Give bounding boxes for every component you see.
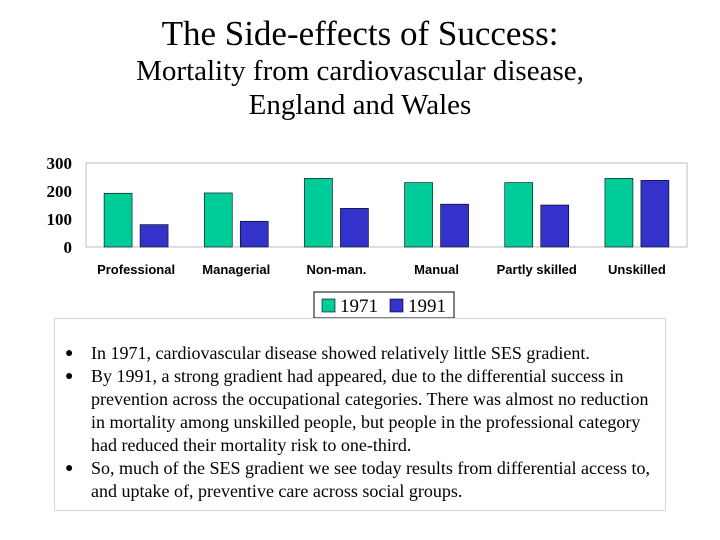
slide-subtitle-line1: Mortality from cardiovascular disease, bbox=[136, 55, 584, 87]
bar-1991 bbox=[239, 220, 269, 248]
bar-1971 bbox=[203, 192, 233, 248]
x-category-label: Non-man. bbox=[306, 262, 366, 277]
title-block: The Side-effects of Success: Mortality f… bbox=[0, 0, 720, 122]
bar-1991 bbox=[540, 204, 570, 248]
legend-swatch-1971 bbox=[321, 298, 336, 313]
bullet-text: By 1991, a strong gradient had appeared,… bbox=[91, 366, 649, 455]
bullet-list: ● In 1971, cardiovascular disease showed… bbox=[54, 318, 666, 511]
x-category-label: Professional bbox=[97, 262, 175, 277]
plot-area bbox=[85, 162, 688, 248]
legend-box bbox=[313, 291, 455, 319]
bullet-icon: ● bbox=[65, 369, 74, 384]
y-tick-label: 200 bbox=[47, 182, 73, 201]
bullet-text: In 1971, cardiovascular disease showed r… bbox=[91, 343, 590, 363]
bullet-text: So, much of the SES gradient we see toda… bbox=[91, 458, 651, 501]
bar-1991 bbox=[340, 208, 369, 248]
bullet-item: ● So, much of the SES gradient we see to… bbox=[65, 457, 657, 503]
bullet-item: ● By 1991, a strong gradient had appeare… bbox=[65, 365, 657, 457]
y-tick-label: 0 bbox=[64, 238, 73, 257]
x-category-label: Partly skilled bbox=[497, 262, 577, 277]
x-category-label: Manual bbox=[414, 262, 459, 277]
legend-label: 1971 bbox=[340, 296, 378, 317]
slide-title: The Side-effects of Success: bbox=[161, 14, 559, 53]
bullet-icon: ● bbox=[65, 461, 74, 476]
x-category-label: Unskilled bbox=[608, 262, 666, 277]
slide-subtitle-line2: England and Wales bbox=[248, 89, 472, 121]
x-category-label: Managerial bbox=[202, 262, 270, 277]
bar-chart: 0 100 200 300 Professional Managerial Non-man.… bbox=[47, 154, 688, 319]
y-tick-label: 100 bbox=[47, 210, 73, 229]
legend-label: 1991 bbox=[408, 296, 446, 317]
y-tick-label: 300 bbox=[47, 154, 73, 173]
bar-1971 bbox=[604, 178, 634, 248]
bar-1991 bbox=[640, 180, 670, 248]
bar-1971 bbox=[103, 192, 133, 248]
bullet-icon: ● bbox=[65, 346, 74, 361]
bar-1971 bbox=[504, 182, 534, 248]
bar-1991 bbox=[139, 224, 169, 248]
bullet-item: ● In 1971, cardiovascular disease showed… bbox=[65, 342, 657, 365]
bar-1971 bbox=[304, 178, 333, 248]
bar-1991 bbox=[440, 203, 469, 248]
legend-swatch-1991 bbox=[389, 298, 404, 313]
bar-1971 bbox=[404, 182, 433, 248]
